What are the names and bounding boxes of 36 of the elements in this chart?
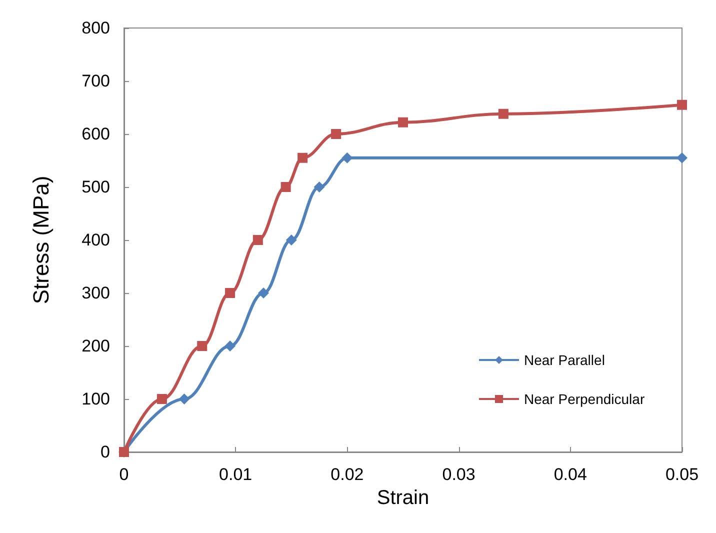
x-tick-label: 0.02 bbox=[330, 465, 364, 484]
y-tick-label: 700 bbox=[82, 72, 110, 90]
x-tick-label: 0.04 bbox=[554, 465, 587, 484]
x-axis-title: Strain bbox=[376, 486, 430, 509]
legend-label: Near Perpendicular bbox=[524, 391, 645, 407]
x-tick-label: 0.01 bbox=[219, 465, 252, 484]
point bbox=[677, 100, 687, 110]
point bbox=[331, 129, 342, 139]
y-tick-label: 800 bbox=[82, 18, 110, 38]
y-axis-title: Stress (MPa) bbox=[28, 176, 54, 304]
y-tick-label: 200 bbox=[82, 336, 110, 356]
y-tick-label: 500 bbox=[82, 178, 110, 196]
point bbox=[252, 235, 263, 245]
point bbox=[197, 341, 208, 351]
point bbox=[156, 394, 167, 404]
x-tick-label: 0.05 bbox=[665, 465, 699, 484]
y-tick-label: 0 bbox=[100, 442, 110, 462]
x-tick-label: 0.03 bbox=[442, 465, 476, 484]
point bbox=[224, 340, 236, 352]
point bbox=[342, 152, 353, 164]
point bbox=[280, 182, 291, 192]
point bbox=[314, 182, 325, 192]
x-tick-label: 0 bbox=[119, 465, 129, 484]
point bbox=[178, 394, 190, 404]
y-tick-label: 300 bbox=[82, 284, 110, 302]
y-tick-label: 100 bbox=[82, 390, 110, 408]
point bbox=[258, 288, 269, 298]
y-tick-label: 600 bbox=[82, 124, 110, 144]
point bbox=[676, 152, 688, 164]
y-tick-label: 400 bbox=[82, 230, 110, 250]
point bbox=[498, 108, 508, 119]
point bbox=[286, 234, 297, 246]
legend-label: Near Parallel bbox=[524, 352, 605, 368]
point bbox=[225, 288, 236, 298]
point bbox=[398, 117, 408, 128]
point bbox=[298, 152, 308, 163]
